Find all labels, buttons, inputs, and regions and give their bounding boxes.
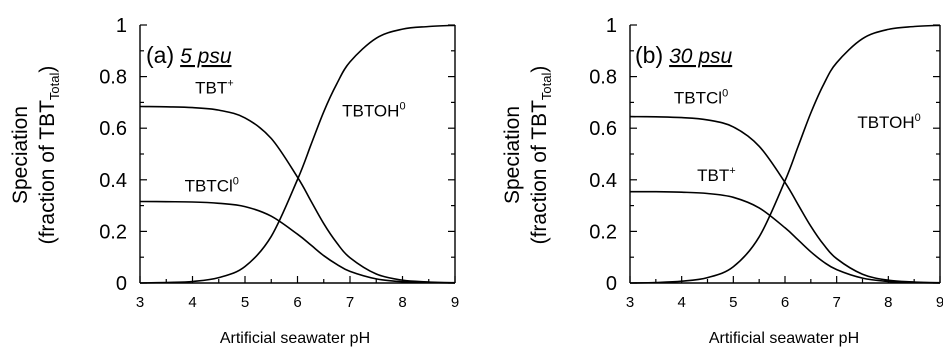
y-tick-label: 0.4 <box>589 170 617 192</box>
y-axis-label-line2: (fraction of TBTTotal) <box>36 66 62 245</box>
series-label-tbtoh: TBTOH0 <box>342 101 405 121</box>
series-line-tbt <box>139 105 456 284</box>
series-label-tbtoh: TBTOH0 <box>857 112 920 132</box>
series-label-tbt: TBT+ <box>195 77 234 97</box>
x-tick-label: 8 <box>884 294 892 311</box>
y-axis-label-line1: Speciation <box>9 106 32 204</box>
x-tick-label: 9 <box>451 294 459 311</box>
panel-b: Speciation (fraction of TBTTotal) Artifi… <box>501 15 943 347</box>
series-line-tbtoh <box>629 24 941 284</box>
y-axis-label-line2: (fraction of TBTTotal) <box>528 66 554 245</box>
x-tick-label: 4 <box>677 294 685 311</box>
y-tick-label: 0.2 <box>99 221 127 243</box>
y-tick-label: 1 <box>606 15 617 37</box>
y-tick-label: 0 <box>606 273 617 295</box>
x-axis-label: Artificial seawater pH <box>220 330 370 347</box>
series-line-tbt <box>629 190 941 284</box>
y-tick-label: 0.8 <box>589 67 617 89</box>
y-axis-label-line1: Speciation <box>501 106 524 204</box>
x-tick-label: 3 <box>136 294 144 311</box>
series-label-tbt: TBT+ <box>697 165 736 185</box>
x-tick-label: 6 <box>293 294 301 311</box>
chart-title: (b) 30 psu <box>635 42 732 68</box>
y-tick-label: 0.2 <box>589 221 617 243</box>
chart-title: (a) 5 psu <box>146 42 232 68</box>
x-tick-label: 7 <box>346 294 354 311</box>
x-tick-label: 3 <box>626 294 634 311</box>
x-tick-label: 7 <box>832 294 840 311</box>
series-label-tbtcl: TBTCl0 <box>185 175 239 195</box>
series-line-tbtcl <box>629 115 941 284</box>
x-axis-label: Artificial seawater pH <box>709 330 859 347</box>
series-label-tbtcl: TBTCl0 <box>674 88 728 108</box>
x-tick-label: 5 <box>241 294 249 311</box>
y-tick-label: 0.4 <box>99 170 127 192</box>
x-tick-label: 8 <box>398 294 406 311</box>
x-tick-label: 9 <box>936 294 943 311</box>
x-tick-label: 5 <box>729 294 737 311</box>
x-tick-label: 4 <box>188 294 196 311</box>
y-tick-label: 0.6 <box>589 118 617 140</box>
y-tick-label: 0 <box>116 273 127 295</box>
x-tick-label: 6 <box>781 294 789 311</box>
series-line-tbtcl <box>139 200 456 284</box>
panel-a: Speciation (fraction of TBTTotal) Artifi… <box>9 15 459 347</box>
y-tick-label: 0.8 <box>99 67 127 89</box>
y-tick-label: 1 <box>116 15 127 37</box>
y-tick-label: 0.6 <box>99 118 127 140</box>
series-line-tbtoh <box>139 24 456 284</box>
